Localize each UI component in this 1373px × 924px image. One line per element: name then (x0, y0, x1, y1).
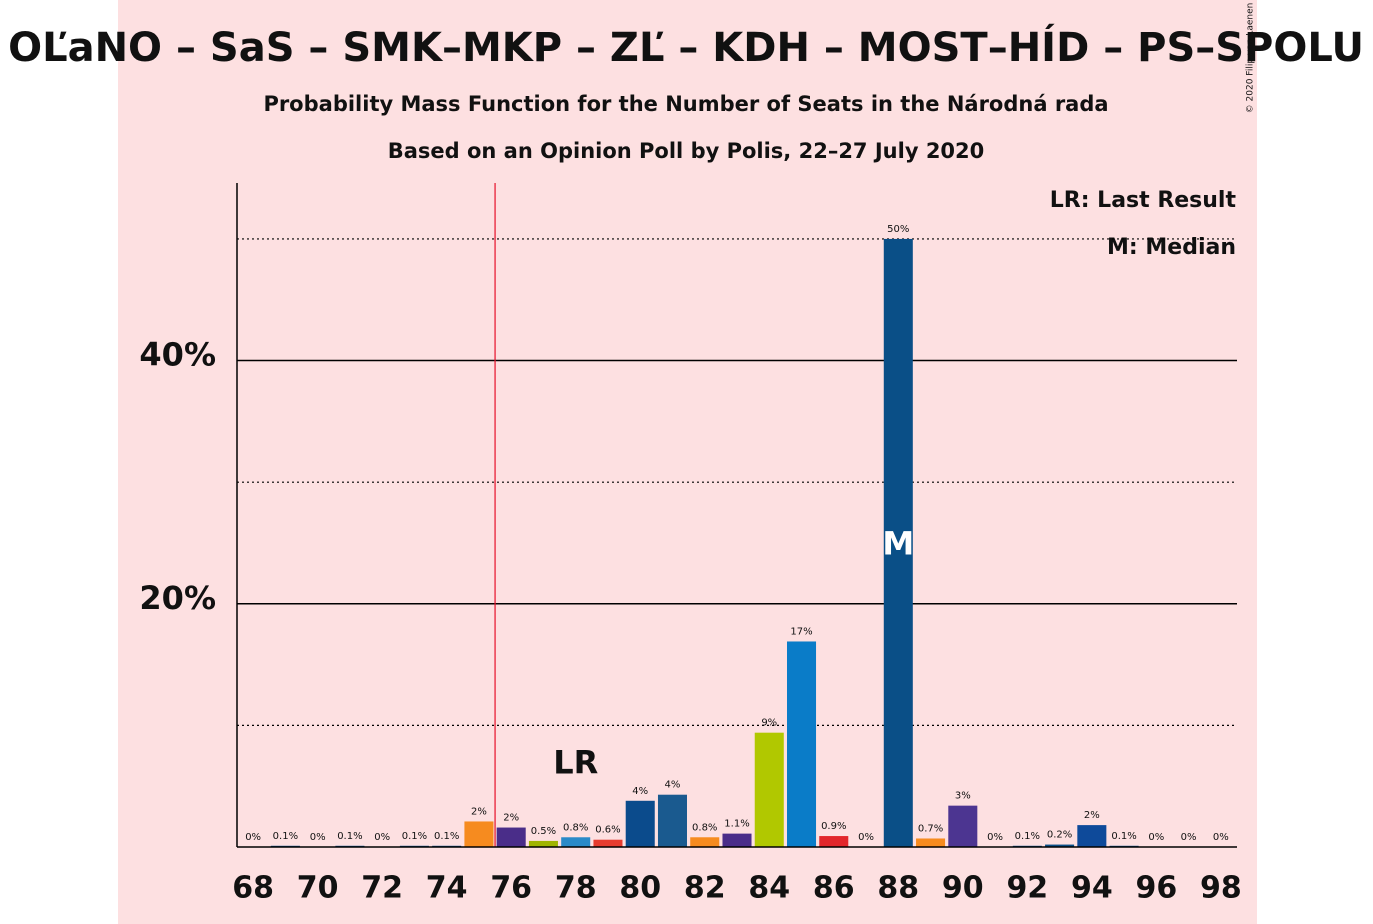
value-label: 0.6% (595, 825, 620, 836)
x-tick-label: 92 (1006, 871, 1048, 906)
bar (722, 833, 752, 847)
value-label: 0.8% (692, 822, 717, 833)
value-label: 4% (632, 786, 648, 797)
bar (528, 840, 558, 847)
bar (754, 732, 784, 847)
x-tick-label: 68 (232, 871, 274, 906)
bar (657, 794, 687, 847)
value-label: 0.1% (434, 831, 459, 842)
x-tick-label: 76 (490, 871, 532, 906)
value-label: 0% (987, 832, 1003, 843)
value-label: 0.2% (1047, 830, 1072, 841)
x-tick-label: 88 (877, 871, 919, 906)
x-tick-label: 72 (361, 871, 403, 906)
value-label: 0.1% (1015, 831, 1040, 842)
value-label: 0.1% (337, 831, 362, 842)
copyright: © 2020 Filip van Laenen (1246, 3, 1256, 114)
legend-entry: M: Median (1107, 235, 1236, 260)
value-label: 0% (1181, 832, 1197, 843)
bar (883, 238, 913, 847)
value-label: 0% (858, 832, 874, 843)
x-tick-label: 70 (297, 871, 339, 906)
value-label: 0% (310, 832, 326, 843)
value-label: 0% (245, 832, 261, 843)
chart-title: OĽaNO – SaS – SMK–MKP – ZĽ – KDH – MOST–… (8, 23, 1364, 71)
y-tick-label: 40% (139, 336, 216, 374)
value-label: 2% (1084, 810, 1100, 821)
bar (787, 641, 817, 847)
value-label: 0.1% (1111, 831, 1136, 842)
value-label: 9% (761, 718, 777, 729)
value-label: 0% (1148, 832, 1164, 843)
bar (819, 836, 849, 847)
bar (561, 837, 591, 847)
x-tick-label: 80 (619, 871, 661, 906)
y-tick-label: 20% (139, 579, 216, 617)
value-label: 50% (887, 224, 909, 235)
value-label: 0% (1213, 832, 1229, 843)
value-label: 17% (790, 626, 812, 637)
value-label: 4% (665, 780, 681, 791)
bar (948, 805, 978, 847)
value-label: 2% (471, 806, 487, 817)
value-label: 3% (955, 791, 971, 802)
bar (625, 800, 655, 847)
bar (496, 827, 526, 847)
x-tick-label: 94 (1071, 871, 1113, 906)
value-label: 0.8% (563, 822, 588, 833)
legend-entry: LR: Last Result (1050, 188, 1237, 213)
x-tick-label: 84 (748, 871, 790, 906)
x-tick-label: 96 (1135, 871, 1177, 906)
x-tick-label: 90 (942, 871, 984, 906)
x-tick-label: 78 (555, 871, 597, 906)
annotation: M (882, 524, 914, 562)
x-tick-label: 98 (1200, 871, 1242, 906)
value-label: 0.1% (273, 831, 298, 842)
bar (1077, 825, 1107, 847)
subtitle: Based on an Opinion Poll by Polis, 22–27… (388, 139, 985, 163)
bar (1045, 844, 1075, 847)
value-label: 0.7% (918, 823, 943, 834)
annotation: LR (553, 743, 598, 781)
background (118, 0, 1257, 924)
subtitle: Probability Mass Function for the Number… (263, 92, 1108, 116)
value-label: 1.1% (724, 819, 749, 830)
value-label: 0.5% (531, 826, 556, 837)
x-tick-label: 86 (813, 871, 855, 906)
x-tick-label: 82 (684, 871, 726, 906)
bar (916, 838, 946, 847)
bar (593, 839, 623, 847)
value-label: 0.1% (402, 831, 427, 842)
bar (464, 821, 494, 847)
bar (690, 837, 720, 847)
x-tick-label: 74 (426, 871, 468, 906)
value-label: 0% (374, 832, 390, 843)
value-label: 0.9% (821, 821, 846, 832)
value-label: 2% (503, 813, 519, 824)
